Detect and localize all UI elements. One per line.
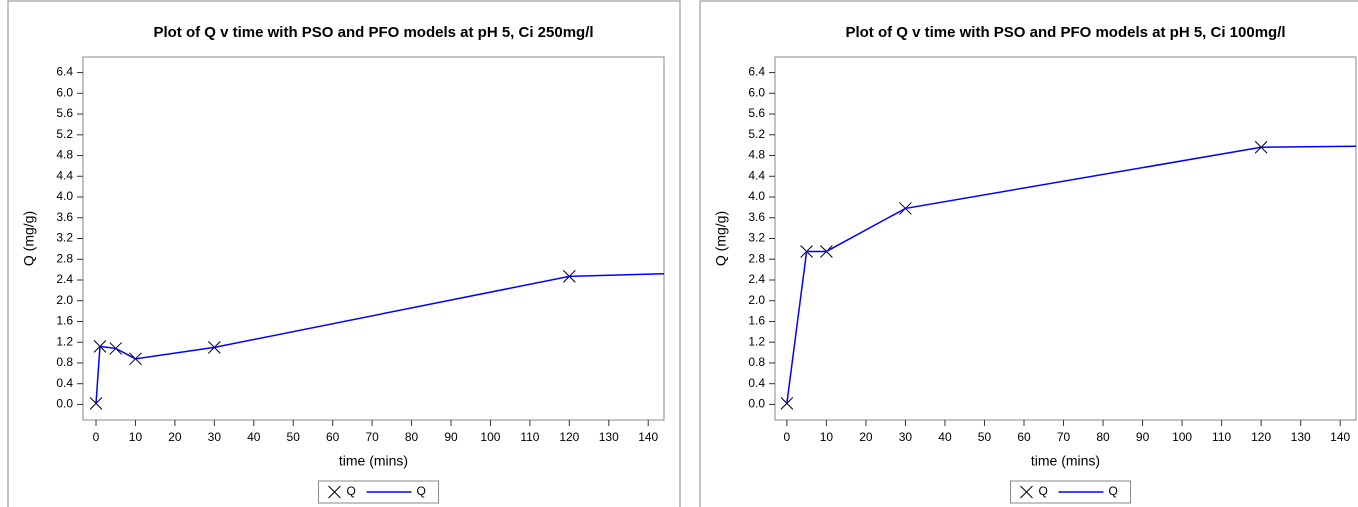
x-tick-label: 110 — [520, 430, 539, 444]
x-tick-label: 60 — [326, 430, 340, 444]
x-tick-label: 10 — [820, 430, 834, 444]
y-tick-label: 0.0 — [748, 397, 765, 411]
x-tick-label: 0 — [784, 430, 791, 444]
chart-title: Plot of Q v time with PSO and PFO models… — [845, 24, 1285, 41]
y-tick-label: 1.2 — [56, 334, 73, 348]
x-tick-label: 100 — [480, 430, 500, 444]
x-tick-label: 140 — [638, 430, 658, 444]
y-tick-label: 0.4 — [56, 376, 73, 390]
x-tick-label: 90 — [444, 430, 458, 444]
panel-frame — [7, 0, 681, 507]
plot-area — [82, 56, 665, 421]
panel-frame — [699, 0, 1358, 507]
x-axis-label: time (mins) — [1031, 453, 1100, 469]
y-tick-label: 5.2 — [56, 127, 73, 141]
y-tick-label: 0.4 — [748, 376, 765, 390]
plot-layer — [89, 270, 664, 410]
y-tick-label: 4.0 — [56, 189, 73, 203]
x-tick-label: 0 — [93, 430, 100, 444]
y-tick-label: 6.4 — [56, 65, 73, 79]
y-tick-label: 3.2 — [56, 231, 73, 245]
y-tick-label: 5.6 — [56, 106, 73, 120]
y-tick-label: 6.0 — [748, 85, 765, 99]
y-tick-label: 0.8 — [56, 355, 73, 369]
x-tick-label: 90 — [1136, 430, 1150, 444]
y-tick-label: 4.8 — [56, 148, 73, 162]
x-tick-label: 110 — [1212, 430, 1231, 444]
x-tick-label: 70 — [365, 430, 379, 444]
data-line — [95, 273, 664, 404]
data-line — [786, 145, 1356, 404]
x-tick-label: 130 — [1291, 430, 1311, 444]
y-tick-label: 4.4 — [748, 168, 765, 182]
chart-title: Plot of Q v time with PSO and PFO models… — [153, 24, 593, 41]
x-tick-label: 70 — [1057, 430, 1071, 444]
y-tick-label: 2.4 — [56, 272, 73, 286]
y-tick-label: 0.0 — [56, 397, 73, 411]
y-tick-label: 1.6 — [56, 314, 73, 328]
x-tick-label: 120 — [1251, 430, 1271, 444]
y-tick-label: 4.0 — [748, 189, 765, 203]
y-tick-label: 4.8 — [748, 148, 765, 162]
y-tick-label: 0.8 — [748, 355, 765, 369]
x-tick-label: 60 — [1017, 430, 1031, 444]
legend-label: Q — [1039, 484, 1048, 498]
plot-layer — [780, 140, 1356, 410]
y-axis-label: Q (mg/g) — [713, 211, 729, 266]
x-tick-label: 30 — [208, 430, 222, 444]
x-tick-label: 40 — [938, 430, 952, 444]
legend-label: Q — [347, 484, 356, 498]
x-tick-label: 80 — [1096, 430, 1110, 444]
legend-marker — [1020, 485, 1033, 499]
y-tick-label: 3.2 — [748, 231, 765, 245]
y-tick-label: 6.4 — [748, 65, 765, 79]
y-tick-label: 6.0 — [56, 85, 73, 99]
legend-marker — [328, 485, 341, 499]
x-tick-label: 40 — [247, 430, 261, 444]
y-tick-label: 1.2 — [748, 334, 765, 348]
y-tick-label: 3.6 — [56, 210, 73, 224]
data-marker — [780, 397, 794, 410]
plot-area — [774, 56, 1357, 421]
legend-frame — [318, 480, 439, 504]
y-tick-label: 1.6 — [748, 314, 765, 328]
y-axis-label: Q (mg/g) — [21, 211, 37, 266]
x-axis-label: time (mins) — [339, 453, 408, 469]
legend-frame — [1010, 480, 1131, 504]
y-tick-label: 4.4 — [56, 168, 73, 182]
y-tick-label: 3.6 — [748, 210, 765, 224]
legend-label: Q — [1109, 484, 1118, 498]
x-tick-label: 120 — [559, 430, 579, 444]
x-tick-label: 20 — [859, 430, 873, 444]
x-tick-label: 30 — [899, 430, 913, 444]
x-tick-label: 140 — [1330, 430, 1350, 444]
x-tick-label: 50 — [978, 430, 992, 444]
y-tick-label: 2.4 — [748, 272, 765, 286]
y-tick-label: 2.8 — [56, 251, 73, 265]
x-tick-label: 80 — [405, 430, 419, 444]
y-tick-label: 2.0 — [56, 293, 73, 307]
data-marker — [89, 397, 103, 410]
y-tick-label: 5.2 — [748, 127, 765, 141]
y-tick-label: 5.6 — [748, 106, 765, 120]
x-tick-label: 50 — [287, 430, 301, 444]
x-tick-label: 20 — [168, 430, 182, 444]
y-tick-label: 2.0 — [748, 293, 765, 307]
x-tick-label: 10 — [129, 430, 143, 444]
legend-label: Q — [417, 484, 426, 498]
y-tick-label: 2.8 — [748, 251, 765, 265]
x-tick-label: 100 — [1172, 430, 1192, 444]
x-tick-label: 130 — [599, 430, 619, 444]
